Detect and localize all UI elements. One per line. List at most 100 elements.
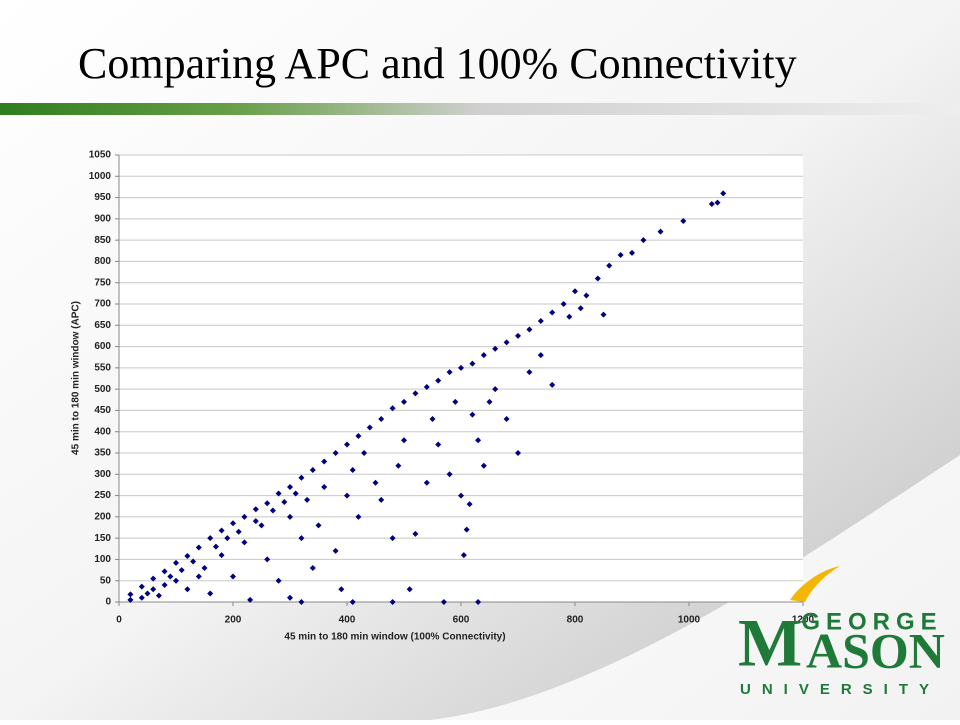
y-tick-label: 400 [94, 426, 111, 437]
x-axis-label: 45 min to 180 min window (100% Connectiv… [284, 632, 505, 643]
logo-top: GEORGE [801, 608, 942, 635]
y-tick-label: 0 [105, 597, 111, 608]
point [549, 381, 556, 388]
point [480, 352, 487, 359]
point [395, 462, 402, 469]
point [173, 559, 179, 566]
y-tick-label: 750 [94, 277, 111, 288]
point [629, 249, 635, 256]
x-tick-label: 0 [116, 615, 122, 626]
point [366, 424, 373, 431]
point [389, 599, 396, 605]
y-tick-label: 650 [94, 320, 111, 331]
y-tick-label: 500 [94, 384, 111, 395]
point [720, 190, 727, 197]
point [526, 369, 533, 376]
point [264, 556, 271, 563]
point [349, 599, 356, 605]
point [423, 384, 430, 391]
point [184, 553, 191, 560]
point [503, 339, 510, 346]
point [161, 568, 168, 575]
point [406, 586, 413, 593]
point [446, 471, 453, 478]
point [167, 573, 174, 580]
point [469, 411, 476, 418]
point [235, 528, 242, 535]
point [150, 575, 157, 582]
slide-title: Comparing APC and 100% Connectivity [78, 39, 797, 88]
point [566, 313, 573, 320]
point [458, 492, 464, 499]
point [355, 513, 362, 520]
point [184, 586, 191, 593]
y-tick-label: 850 [94, 235, 111, 246]
y-tick-label: 50 [100, 575, 112, 586]
point [241, 539, 248, 546]
y-tick-label: 550 [94, 362, 111, 373]
x-tick-label: 600 [453, 615, 470, 626]
point [161, 581, 168, 588]
point [572, 288, 578, 295]
logo-initial: M [738, 605, 802, 681]
point [435, 441, 442, 448]
point [241, 513, 248, 520]
point [378, 496, 385, 503]
point [469, 360, 476, 367]
point [309, 467, 316, 474]
point [321, 484, 328, 491]
point [275, 490, 282, 497]
point [230, 520, 236, 527]
point [287, 594, 293, 601]
y-tick-label: 900 [94, 213, 111, 224]
point [389, 535, 396, 542]
point [275, 577, 282, 584]
y-tick-label: 150 [94, 533, 111, 544]
point [714, 199, 721, 206]
y-tick-label: 300 [94, 469, 111, 480]
x-tick-label: 1000 [678, 615, 701, 626]
point [298, 599, 305, 605]
logo-rest: ASON [806, 622, 945, 678]
point [190, 558, 197, 565]
point [412, 390, 419, 397]
x-tick-label: 800 [567, 615, 584, 626]
x-tick-label: 1200 [792, 615, 815, 626]
point [577, 305, 584, 312]
y-tick-label: 350 [94, 448, 111, 459]
point [212, 543, 219, 550]
point [503, 415, 510, 422]
point [304, 496, 311, 503]
x-tick-label: 400 [339, 615, 356, 626]
point [486, 398, 493, 405]
point [138, 594, 145, 601]
point [252, 518, 259, 525]
point [287, 513, 293, 520]
point [617, 252, 624, 259]
point [127, 596, 134, 603]
point [537, 352, 544, 359]
point [309, 564, 316, 571]
point [475, 437, 482, 444]
point [560, 301, 567, 307]
point [252, 506, 259, 513]
plot-area [119, 155, 803, 602]
point [178, 567, 185, 574]
point [173, 577, 179, 584]
point [412, 530, 419, 537]
point [463, 526, 470, 533]
point [355, 432, 362, 439]
point [475, 599, 482, 605]
point [640, 237, 647, 244]
point [264, 500, 271, 507]
point [460, 552, 467, 559]
point [600, 311, 607, 318]
point [207, 535, 214, 542]
swoosh [430, 455, 960, 720]
y-tick-label: 200 [94, 511, 111, 522]
logo-swoosh [790, 566, 840, 602]
point [492, 345, 499, 352]
y-tick-label: 800 [94, 256, 111, 267]
point [298, 535, 305, 542]
